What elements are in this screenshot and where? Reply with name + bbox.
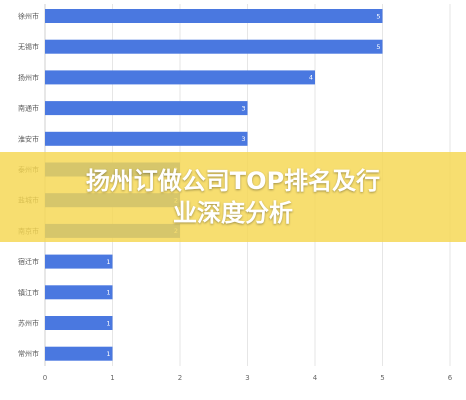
category-label: 宿迁市 — [18, 257, 39, 266]
x-tick-label: 5 — [380, 374, 384, 382]
x-tick-label: 0 — [43, 374, 47, 382]
data-label: 4 — [309, 74, 313, 82]
x-tick-label: 1 — [110, 374, 114, 382]
title-line-2: 业深度分析 — [173, 199, 293, 227]
category-label: 扬州市 — [18, 73, 39, 82]
bar — [45, 39, 383, 54]
bar — [45, 131, 248, 146]
category-label: 苏州市 — [18, 319, 39, 328]
data-label: 1 — [106, 350, 110, 358]
data-label: 1 — [106, 258, 110, 266]
data-label: 5 — [376, 43, 380, 51]
x-tick-label: 4 — [313, 374, 318, 382]
bar — [45, 285, 113, 300]
category-label: 徐州市 — [18, 12, 39, 21]
title-banner: 扬州订做公司TOP排名及行 业深度分析 — [0, 152, 466, 242]
data-label: 5 — [376, 12, 380, 20]
data-label: 3 — [241, 104, 245, 112]
data-label: 3 — [241, 135, 245, 143]
x-tick-label: 3 — [245, 374, 249, 382]
category-label: 南通市 — [18, 104, 39, 113]
data-label: 1 — [106, 289, 110, 297]
bar — [45, 70, 315, 85]
bar — [45, 101, 248, 116]
category-label: 无锡市 — [18, 42, 39, 51]
category-label: 镇江市 — [18, 288, 39, 297]
data-label: 1 — [106, 319, 110, 327]
category-label: 常州市 — [18, 349, 39, 358]
bar — [45, 316, 113, 330]
bar — [45, 254, 113, 269]
category-label: 淮安市 — [18, 134, 39, 143]
x-tick-label: 2 — [178, 374, 182, 382]
x-tick-label: 6 — [448, 374, 453, 382]
bar — [45, 9, 383, 23]
bar — [45, 346, 113, 361]
title-line-1: 扬州订做公司TOP排名及行 — [85, 167, 381, 195]
